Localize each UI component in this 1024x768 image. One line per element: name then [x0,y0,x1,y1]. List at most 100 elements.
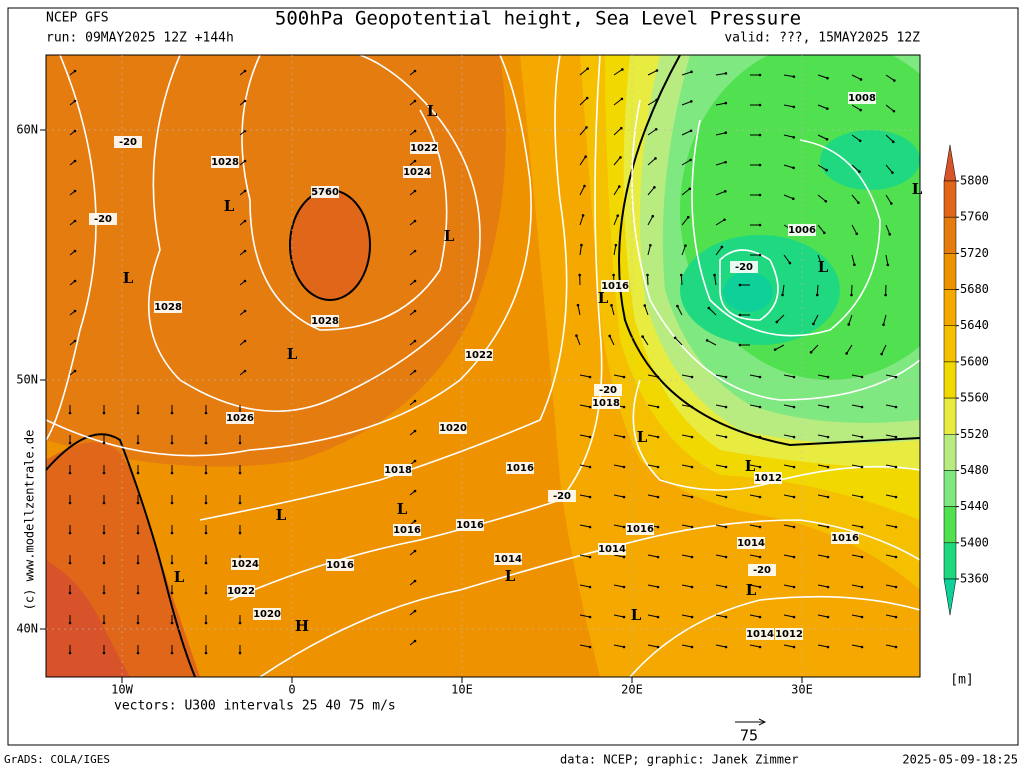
wind-vector-head [894,495,898,499]
wind-vector-head [612,273,615,277]
wind-vector-head [788,261,792,265]
wind-vector-head [809,350,813,354]
wind-vector-head [775,320,779,324]
wind-vector-head [413,219,417,223]
wind-vector-head [622,465,626,469]
wind-vector-head [894,375,898,379]
wind-vector-head [723,189,727,193]
wind-vector-head [616,214,620,218]
wind-vector [681,245,686,256]
wind-vector-head [792,435,796,439]
wind-vector [613,98,623,106]
wind-vector-head [880,352,883,356]
wind-vector-head [826,375,830,379]
wind-vector-head [758,133,762,137]
wind-vector-head [824,199,828,203]
wind-vector [647,434,659,438]
wind-vector-head [792,375,796,379]
wind-vector [579,524,591,528]
wind-vector [783,614,795,618]
wind-vector [715,554,727,558]
wind-vector-head [689,158,692,162]
wind-vector [681,130,692,136]
lon-label: 10W [111,683,133,697]
wind-vector-head [622,645,626,649]
wind-vector-head [413,279,417,283]
wind-vector [579,494,591,498]
wind-vector-head [656,615,660,619]
wind-vector [647,614,659,618]
wind-vector-head [860,615,864,619]
wind-vector [708,307,717,316]
wind-vector-head [792,166,795,170]
wind-vector-head [584,155,587,159]
wind-vector [749,404,761,408]
wind-vector-head [690,375,694,379]
wind-vector-head [585,126,588,129]
wind-vector [579,97,588,106]
wind-vector [783,644,795,648]
wind-vector [749,644,761,648]
contour-label-bg [89,213,117,225]
wind-vector [817,194,827,202]
contour-label-bg [403,166,431,178]
wind-vector-head [758,525,762,529]
wind-vector [783,524,795,528]
wind-vector-head [689,129,693,133]
contour-label: 1016 [456,520,484,531]
wind-vector-head [413,369,417,373]
wind-vector [647,464,659,468]
wind-vector [715,584,727,588]
wind-vector-head [792,75,796,78]
wind-vector-head [826,76,829,80]
wind-vector-head [73,69,77,73]
wind-vector-head [170,561,174,565]
wind-vector [715,132,726,136]
wind-vector-head [724,555,728,559]
wind-vector-head [243,279,247,283]
wind-vector-head [68,411,72,415]
wind-vector-head [858,170,861,173]
lon-label: 10E [451,683,473,697]
wind-vector-head [656,405,660,409]
wind-vector [715,614,727,618]
wind-vector-head [73,279,77,283]
wind-vector [851,464,863,468]
wind-vector [749,614,761,618]
wind-vector-head [204,501,208,505]
wind-vector [613,127,622,136]
wind-vector [851,164,860,173]
wind-vector-head [102,501,106,505]
pressure-center: L [123,269,134,287]
valid: valid: ???, 15MAY2025 12Z [724,31,920,46]
colorbar-label: 5520 [960,427,989,441]
wind-vector [749,494,761,498]
wind-vector [885,524,897,528]
wind-vector-head [618,185,621,188]
wind-vector-head [170,591,174,595]
wind-vector-head [886,263,890,267]
wind-vector-head [588,465,592,469]
wind-vector-head [859,78,863,81]
wind-vector-head [894,405,898,409]
wind-vector [848,314,853,325]
wind-vector-head [791,197,795,201]
wind-vector-head [622,585,626,589]
wind-vector-head [758,163,762,167]
wind-vector-head [68,531,72,535]
wind-vector-head [170,471,174,475]
wind-vector-head [758,585,762,589]
contour-label: -20 [735,262,753,273]
wind-vector [885,584,897,588]
contour-label-bg [384,464,412,476]
contour-label-bg [788,224,816,236]
contour-label: 1028 [154,302,182,313]
wind-vector-head [826,615,830,619]
wind-vector [817,434,829,438]
wind-vector-head [586,67,589,70]
contour-label-bg [114,136,142,148]
wind-vector [647,215,654,226]
wind-vector [715,190,726,196]
wind-vector-head [758,495,762,499]
wind-vector-head [826,405,830,409]
